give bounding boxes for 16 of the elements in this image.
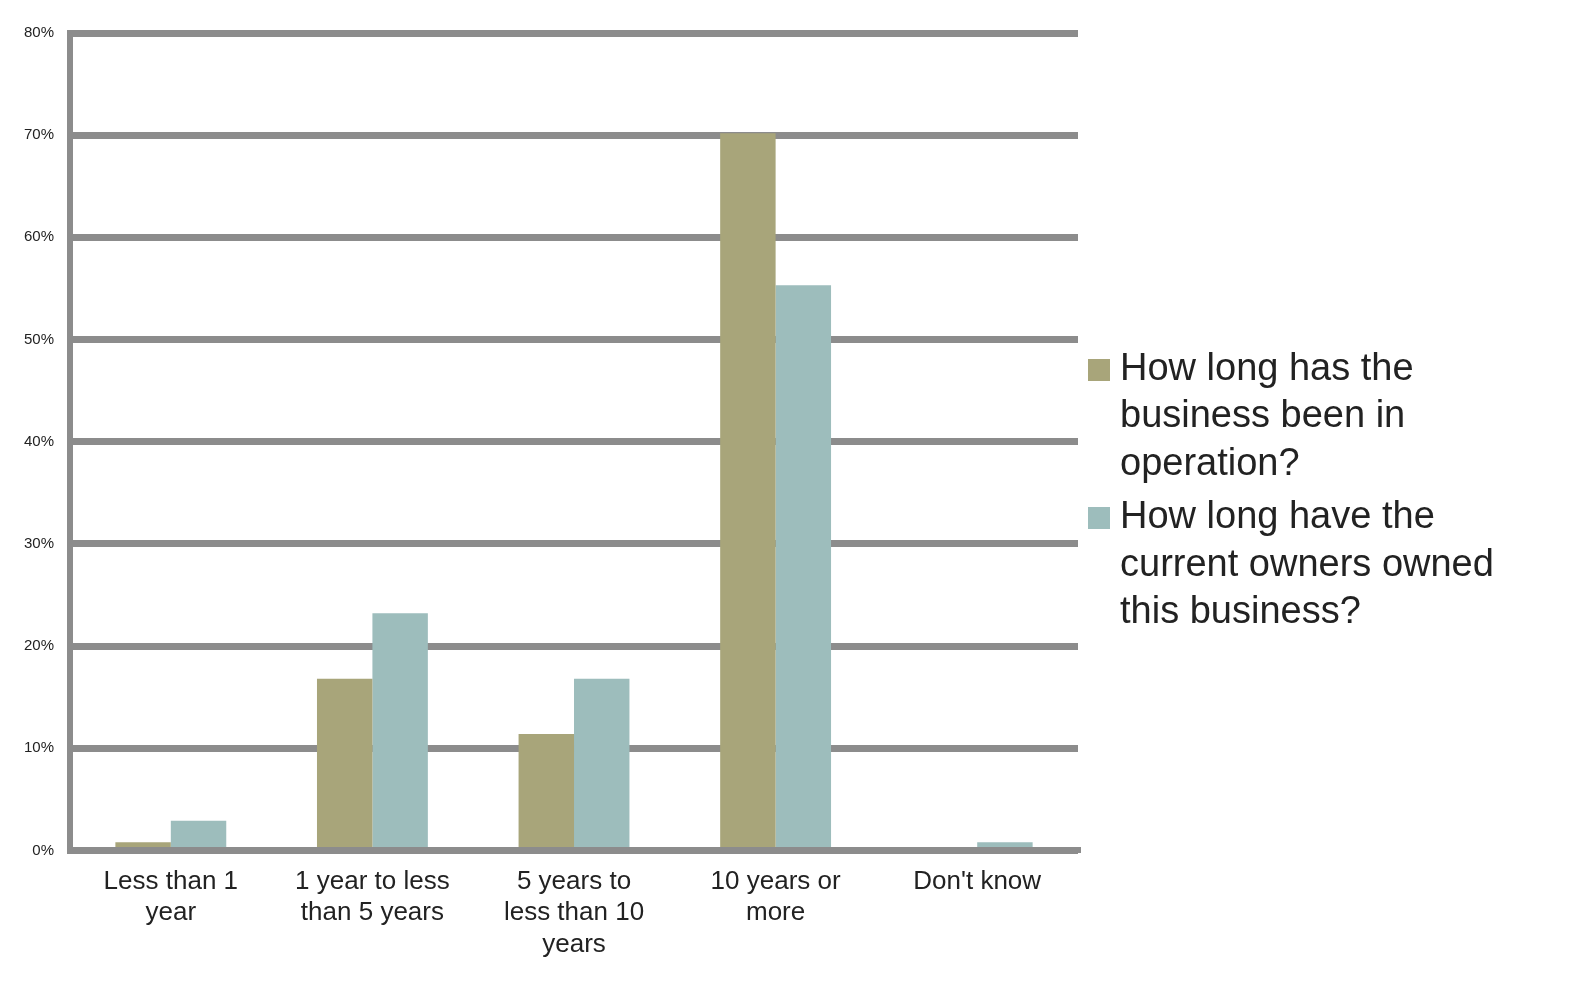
x-tick-label: 1 year to less than 5 years <box>295 865 450 927</box>
y-tick-label: 80% <box>23 23 55 41</box>
x-tick-label: 10 years or more <box>710 865 841 927</box>
y-tick-label: 30% <box>23 534 55 552</box>
y-tick-label: 60% <box>23 227 55 245</box>
y-tick-label: 40% <box>23 431 55 449</box>
legend-label: How long has the business been in operation? <box>1120 344 1415 485</box>
y-tick-label: 20% <box>23 636 55 654</box>
y-tick-label: 70% <box>23 125 55 143</box>
x-tick-label: Don't know <box>913 865 1042 896</box>
x-tick-label: Less than 1 year <box>103 865 239 927</box>
y-tick-label: 0% <box>32 840 55 858</box>
y-tick-label: 10% <box>23 738 55 756</box>
y-tick-label: 50% <box>23 329 55 347</box>
x-tick-label: 5 years to less than 10 years <box>503 865 645 958</box>
legend-label: How long have the current owners owned this business? <box>1120 493 1495 633</box>
